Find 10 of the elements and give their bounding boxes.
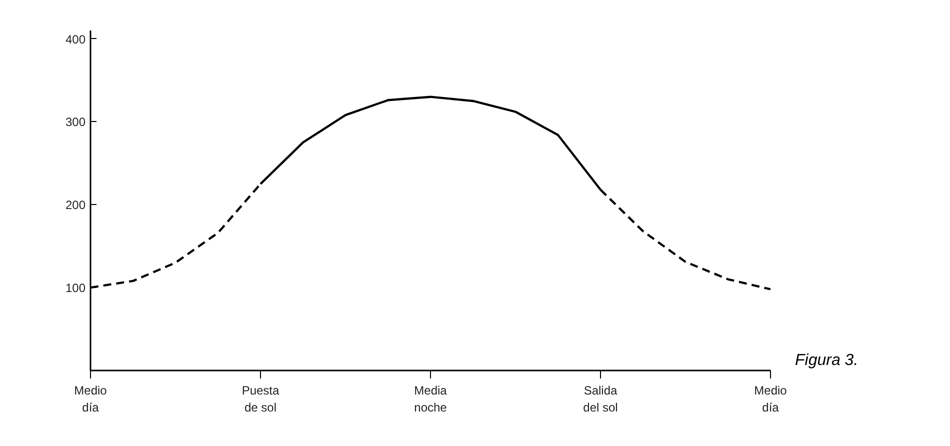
x-tick-label: Medio día: [754, 384, 788, 414]
y-tick-label: 200: [65, 198, 86, 212]
x-tick-label: Salida del sol: [583, 384, 618, 414]
text: Figura 3.: [795, 351, 858, 371]
y-tick-label: 100: [65, 281, 86, 296]
x-tick-label: Media noche: [414, 384, 448, 414]
y-tick-label: 300: [65, 115, 86, 130]
x-tick-label: Medio día: [74, 384, 108, 414]
x-tick-label: Puesta de sol: [242, 384, 280, 414]
y-tick-label: 400: [65, 32, 86, 46]
